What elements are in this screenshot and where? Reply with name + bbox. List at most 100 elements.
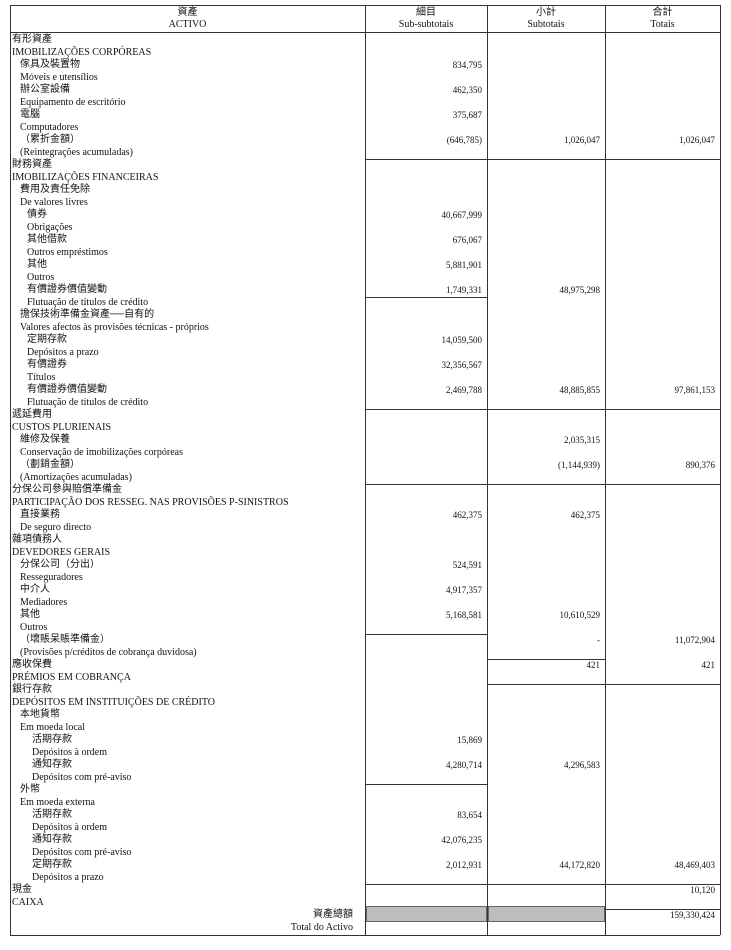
amount: 1,026,047	[679, 135, 715, 145]
rule	[365, 296, 487, 298]
amount: 48,469,403	[674, 860, 716, 870]
amount: 5,168,581	[446, 610, 482, 620]
row-label: 定期存款	[27, 334, 67, 345]
amount: (646,785)	[446, 135, 482, 145]
header-cell: 細目 Sub-subtotais	[365, 7, 487, 31]
row-label: 遞延費用	[12, 409, 52, 420]
row-label: Computadores	[20, 121, 79, 133]
row-label: 應收保費	[12, 659, 52, 670]
row-label: Obrigações	[27, 221, 73, 233]
amount: 4,917,357	[446, 585, 482, 595]
amount: 159,330,424	[670, 910, 715, 920]
row-label: （壞賬呆賬準備金）	[20, 634, 110, 645]
row-label: DEPÓSITOS EM INSTITUIÇÕES DE CRÉDITO	[12, 696, 215, 708]
amount: 15,869	[457, 735, 482, 745]
row-label: 直接業務	[20, 509, 60, 520]
rule	[605, 5, 606, 935]
row-label: DEVEDORES GERAIS	[12, 546, 111, 558]
amount: 10,610,529	[559, 610, 601, 620]
row-label: Mediadores	[20, 596, 68, 608]
amount: 48,975,298	[559, 285, 601, 295]
row-label: 有價證券價值變動	[27, 284, 107, 295]
amount: 1,026,047	[564, 135, 600, 145]
row-label: 傢具及裝置物	[20, 59, 80, 70]
row-label: Depósitos à ordem	[32, 746, 107, 758]
shaded-cell	[366, 906, 487, 922]
amount: 2,035,315	[564, 435, 600, 445]
row-label: 有價證券價值變動	[27, 384, 107, 395]
amount: 2,012,931	[446, 860, 482, 870]
rule	[365, 484, 720, 485]
amount: 32,356,567	[441, 360, 483, 370]
row-label: 通知存款	[32, 759, 72, 770]
row-label: IMOBILIZAÇÕES FINANCEIRAS	[12, 171, 159, 183]
row-label: PARTICIPAÇÃO DOS RESSEG. NAS PROVISÕES P…	[12, 496, 289, 508]
row-label: PRÉMIOS EM COBRANÇA	[12, 671, 131, 683]
rule	[10, 5, 11, 935]
amount: 44,172,820	[559, 860, 601, 870]
amount: 48,885,855	[559, 385, 601, 395]
row-label: Móveis e utensílios	[20, 71, 98, 83]
header-text: 小計	[536, 7, 556, 18]
row-label: IMOBILIZAÇÕES CORPÓREAS	[12, 46, 152, 58]
header-text: 細目	[416, 7, 436, 18]
row-label: Depósitos com pré-aviso	[32, 846, 132, 858]
amount: 83,654	[457, 810, 482, 820]
row-label: Resseguradores	[20, 571, 83, 583]
row-label: Outros	[20, 621, 48, 633]
row-label: Em moeda externa	[20, 796, 95, 808]
amount: 1,749,331	[446, 285, 482, 295]
rule	[487, 659, 605, 660]
rule	[10, 935, 720, 936]
row-label: Em moeda local	[20, 721, 85, 733]
rule	[365, 409, 720, 410]
row-label: 分保公司（分出）	[20, 559, 100, 570]
row-label: 外幣	[20, 784, 40, 795]
row-label: 維修及保養	[20, 434, 70, 445]
rule	[720, 5, 721, 935]
row-label: 債券	[27, 209, 47, 220]
row-label: CAIXA	[12, 896, 44, 908]
header-text: Subtotais	[527, 19, 565, 30]
amount: 97,861,153	[674, 385, 716, 395]
amount: 421	[586, 660, 601, 670]
row-label: 通知存款	[32, 834, 72, 845]
header-text: ACTIVO	[168, 19, 207, 30]
amount: 4,280,714	[446, 760, 482, 770]
header-text: 合計	[652, 7, 673, 18]
row-label: CUSTOS PLURIENAIS	[12, 421, 111, 433]
rule	[365, 784, 487, 785]
header-text: Sub-subtotais	[398, 19, 454, 30]
amount: (1,144,939)	[558, 460, 600, 470]
row-label: Total do Activo	[290, 921, 353, 933]
row-label: 擔保技術準備金資產──自有的	[20, 309, 155, 320]
header-cell: 合計 Totais	[605, 7, 720, 31]
row-label: 活期存款	[32, 809, 72, 820]
header-text: 資產	[177, 7, 198, 18]
header-cell: 資產 ACTIVO	[10, 7, 365, 31]
row-label: Outros	[27, 271, 55, 283]
row-label: 本地貨幣	[20, 709, 60, 720]
row-label: Depósitos com pré-aviso	[32, 771, 132, 783]
row-label: （劃銷金額）	[20, 459, 80, 470]
amount: 5,881,901	[446, 260, 482, 270]
amount: 14,059,500	[441, 335, 483, 345]
row-label: 資產總額	[313, 909, 353, 920]
amount: 462,375	[452, 510, 482, 520]
amount: -	[597, 635, 600, 645]
row-label: 其他	[27, 259, 47, 270]
row-label: 雜項債務人	[12, 534, 62, 545]
row-label: 財務資產	[12, 159, 52, 170]
row-label: De valores livres	[20, 196, 88, 208]
amount: 890,376	[685, 460, 715, 470]
row-label: Outros empréstimos	[27, 246, 108, 258]
row-label: De seguro directo	[20, 521, 92, 533]
amount: 42,076,235	[441, 835, 483, 845]
row-label: 電腦	[20, 109, 40, 120]
row-label: (Provisões p/créditos de cobrança duvido…	[20, 646, 197, 658]
amount: 462,350	[452, 85, 482, 95]
amount: 676,067	[452, 235, 482, 245]
amount: 40,667,999	[441, 210, 483, 220]
row-label: 現金	[12, 884, 32, 895]
